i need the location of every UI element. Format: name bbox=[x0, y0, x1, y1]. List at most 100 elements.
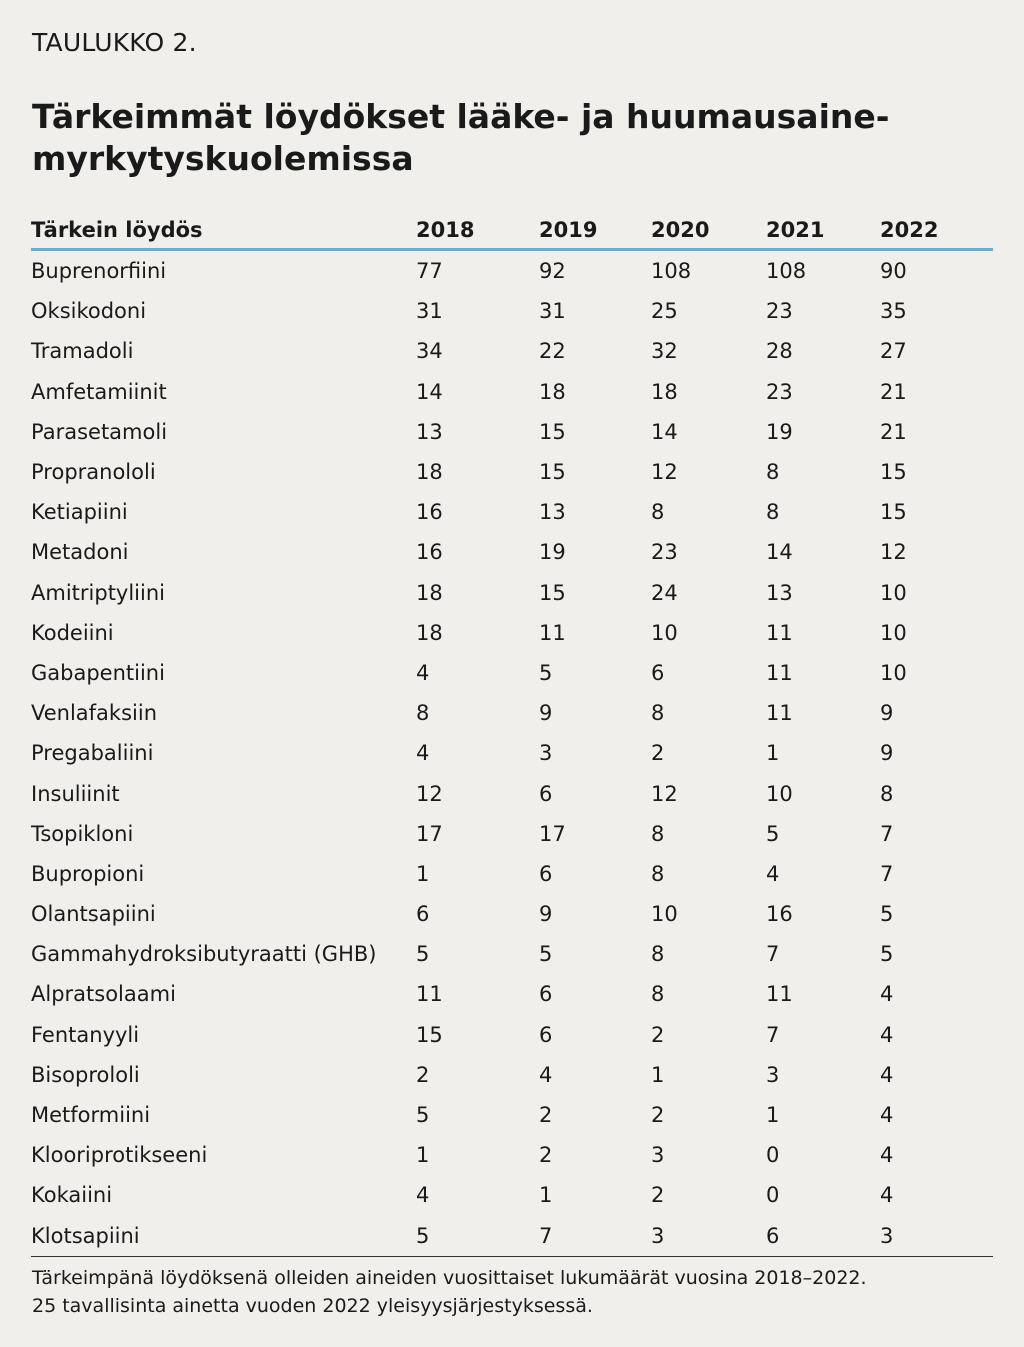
value-2022-cell: 21 bbox=[880, 379, 907, 404]
value-2022-cell: 10 bbox=[880, 620, 907, 645]
value-2022-cell: 4 bbox=[880, 982, 894, 1007]
value-2018-cell: 13 bbox=[416, 419, 443, 444]
value-2022-cell: 10 bbox=[880, 580, 907, 605]
table-row: Venlafaksiin 8 9 8 11 9 bbox=[31, 693, 993, 733]
substance-cell: Bupropioni bbox=[31, 861, 145, 886]
value-2022-cell: 7 bbox=[880, 861, 894, 886]
column-header-substance: Tärkein löydös bbox=[31, 212, 416, 251]
value-2019-cell: 3 bbox=[539, 741, 553, 766]
table-row: Fentanyyli 15 6 2 7 4 bbox=[31, 1015, 993, 1055]
value-2018-cell: 31 bbox=[416, 299, 443, 324]
value-2018-cell: 6 bbox=[416, 902, 430, 927]
value-2022-cell: 4 bbox=[880, 1143, 894, 1168]
value-2021-cell: 13 bbox=[766, 580, 793, 605]
value-2021-cell: 4 bbox=[766, 861, 780, 886]
table-row: Ketiapiini 16 13 8 8 15 bbox=[31, 492, 993, 532]
substance-cell: Amfetamiinit bbox=[31, 379, 167, 404]
substance-cell: Olantsapiini bbox=[31, 902, 156, 927]
value-2020-cell: 3 bbox=[651, 1143, 665, 1168]
value-2020-cell: 108 bbox=[651, 259, 692, 284]
substance-cell: Fentanyyli bbox=[31, 1022, 140, 1047]
table-row: Pregabaliini 4 3 2 1 9 bbox=[31, 733, 993, 773]
value-2019-cell: 15 bbox=[539, 460, 566, 485]
value-2022-cell: 4 bbox=[880, 1022, 894, 1047]
value-2021-cell: 19 bbox=[766, 419, 793, 444]
value-2018-cell: 1 bbox=[416, 1143, 430, 1168]
value-2022-cell: 35 bbox=[880, 299, 907, 324]
value-2020-cell: 8 bbox=[651, 861, 665, 886]
value-2021-cell: 1 bbox=[766, 741, 780, 766]
table-row: Kokaiini 4 1 2 0 4 bbox=[31, 1175, 993, 1215]
table-row: Tramadoli 34 22 32 28 27 bbox=[31, 331, 993, 371]
table-row: Parasetamoli 13 15 14 19 21 bbox=[31, 412, 993, 452]
value-2021-cell: 16 bbox=[766, 902, 793, 927]
value-2022-cell: 21 bbox=[880, 419, 907, 444]
value-2018-cell: 5 bbox=[416, 942, 430, 967]
value-2018-cell: 17 bbox=[416, 821, 443, 846]
value-2018-cell: 1 bbox=[416, 861, 430, 886]
table-row: Olantsapiini 6 9 10 16 5 bbox=[31, 894, 993, 934]
table-row: Buprenorfiini 77 92 108 108 90 bbox=[31, 250, 993, 292]
substance-cell: Kodeiini bbox=[31, 620, 114, 645]
value-2018-cell: 14 bbox=[416, 379, 443, 404]
value-2021-cell: 0 bbox=[766, 1183, 780, 1208]
value-2019-cell: 5 bbox=[539, 660, 553, 685]
value-2020-cell: 2 bbox=[651, 741, 665, 766]
value-2020-cell: 23 bbox=[651, 540, 678, 565]
value-2021-cell: 108 bbox=[766, 259, 807, 284]
table-row: Oksikodoni 31 31 25 23 35 bbox=[31, 291, 993, 331]
value-2019-cell: 11 bbox=[539, 620, 566, 645]
value-2018-cell: 16 bbox=[416, 540, 443, 565]
value-2022-cell: 5 bbox=[880, 942, 894, 967]
value-2020-cell: 2 bbox=[651, 1103, 665, 1128]
value-2021-cell: 5 bbox=[766, 821, 780, 846]
value-2019-cell: 6 bbox=[539, 1022, 553, 1047]
footnote: Tärkeimpänä löydöksenä olleiden aineiden… bbox=[32, 1264, 992, 1320]
value-2022-cell: 15 bbox=[880, 460, 907, 485]
substance-cell: Pregabaliini bbox=[31, 741, 154, 766]
value-2020-cell: 2 bbox=[651, 1183, 665, 1208]
value-2019-cell: 2 bbox=[539, 1143, 553, 1168]
value-2021-cell: 11 bbox=[766, 701, 793, 726]
value-2018-cell: 5 bbox=[416, 1215, 539, 1257]
value-2018-cell: 2 bbox=[416, 1062, 430, 1087]
substance-cell: Tramadoli bbox=[31, 339, 134, 364]
table-row: Bisoprololi 2 4 1 3 4 bbox=[31, 1055, 993, 1095]
value-2022-cell: 7 bbox=[880, 821, 894, 846]
value-2019-cell: 13 bbox=[539, 500, 566, 525]
value-2022-cell: 15 bbox=[880, 500, 907, 525]
value-2018-cell: 18 bbox=[416, 460, 443, 485]
column-header-2020: 2020 bbox=[651, 212, 766, 251]
substance-cell: Venlafaksiin bbox=[31, 701, 158, 726]
value-2020-cell: 25 bbox=[651, 299, 678, 324]
substance-cell: Metadoni bbox=[31, 540, 129, 565]
value-2021-cell: 28 bbox=[766, 339, 793, 364]
value-2022-cell: 3 bbox=[880, 1215, 993, 1257]
value-2018-cell: 77 bbox=[416, 259, 443, 284]
value-2018-cell: 15 bbox=[416, 1022, 443, 1047]
value-2018-cell: 11 bbox=[416, 982, 443, 1007]
column-header-2018: 2018 bbox=[416, 212, 539, 251]
substance-cell: Oksikodoni bbox=[31, 299, 147, 324]
value-2019-cell: 5 bbox=[539, 942, 553, 967]
value-2022-cell: 4 bbox=[880, 1062, 894, 1087]
value-2018-cell: 16 bbox=[416, 500, 443, 525]
value-2022-cell: 12 bbox=[880, 540, 907, 565]
value-2020-cell: 3 bbox=[651, 1215, 766, 1257]
substance-cell: Gammahydroksibutyraatti (GHB) bbox=[31, 942, 377, 967]
value-2019-cell: 92 bbox=[539, 259, 566, 284]
value-2020-cell: 10 bbox=[651, 620, 678, 645]
value-2021-cell: 0 bbox=[766, 1143, 780, 1168]
value-2020-cell: 12 bbox=[651, 781, 678, 806]
value-2019-cell: 9 bbox=[539, 902, 553, 927]
value-2020-cell: 8 bbox=[651, 821, 665, 846]
value-2020-cell: 8 bbox=[651, 982, 665, 1007]
value-2021-cell: 11 bbox=[766, 660, 793, 685]
value-2021-cell: 6 bbox=[766, 1215, 880, 1257]
footnote-line-1: Tärkeimpänä löydöksenä olleiden aineiden… bbox=[32, 1267, 867, 1289]
value-2020-cell: 18 bbox=[651, 379, 678, 404]
table-row: Amitriptyliini 18 15 24 13 10 bbox=[31, 573, 993, 613]
value-2020-cell: 24 bbox=[651, 580, 678, 605]
value-2021-cell: 3 bbox=[766, 1062, 780, 1087]
value-2018-cell: 4 bbox=[416, 660, 430, 685]
